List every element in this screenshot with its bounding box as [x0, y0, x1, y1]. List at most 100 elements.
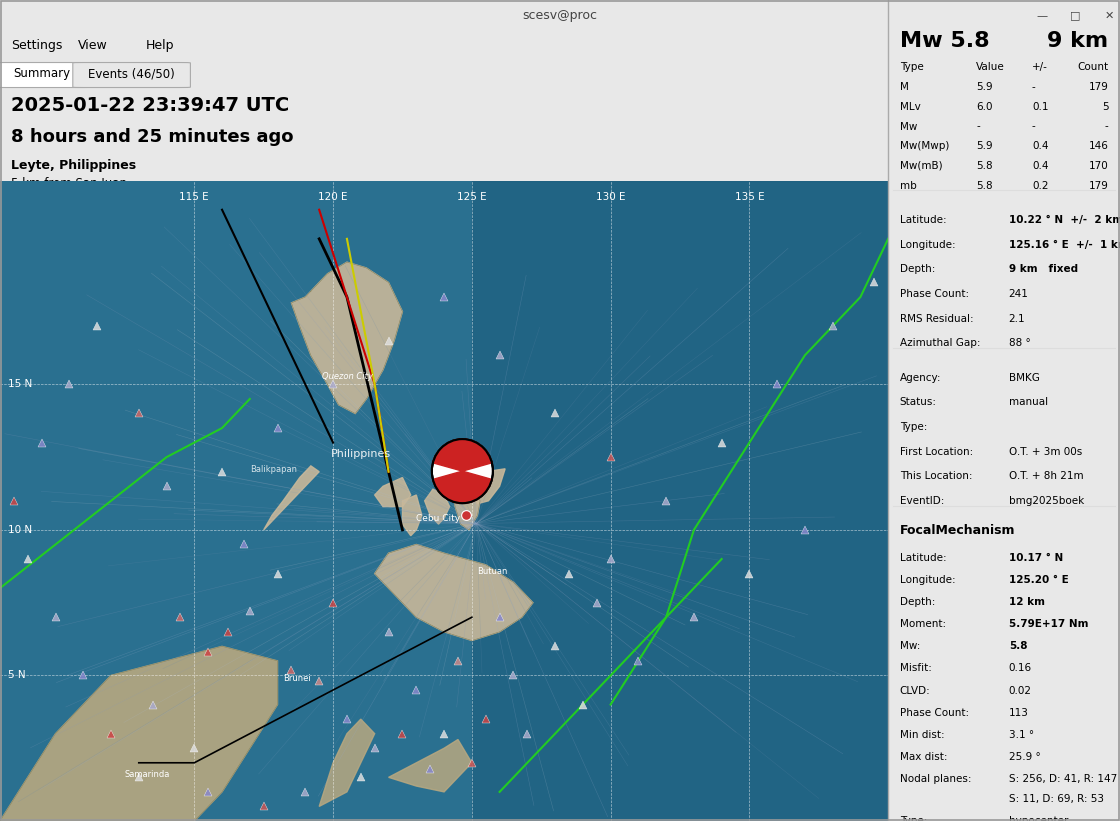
Polygon shape — [319, 719, 375, 806]
Text: 88 °: 88 ° — [1009, 338, 1030, 348]
Text: 3.1 °: 3.1 ° — [1009, 730, 1034, 740]
Text: □: □ — [1070, 11, 1081, 21]
Text: Phase Count:: Phase Count: — [899, 708, 969, 718]
Text: bmg2025boek: bmg2025boek — [1009, 496, 1084, 506]
Text: Summary: Summary — [13, 67, 71, 80]
Text: 5.9: 5.9 — [977, 141, 993, 151]
Polygon shape — [433, 439, 492, 471]
Text: Type: Type — [899, 62, 924, 72]
Text: 125.16 ° E  +/-  1 km: 125.16 ° E +/- 1 km — [1009, 240, 1120, 250]
Text: Settings: Settings — [11, 39, 63, 52]
Text: This Location:: This Location: — [899, 471, 972, 481]
Text: mb: mb — [899, 181, 916, 190]
Polygon shape — [263, 466, 319, 530]
Text: manual: manual — [1009, 397, 1048, 407]
Text: 5 km from San Juan: 5 km from San Juan — [11, 177, 127, 190]
Text: Azimuthal Gap:: Azimuthal Gap: — [899, 338, 980, 348]
Text: -: - — [977, 122, 980, 131]
Polygon shape — [424, 489, 449, 524]
Text: 146: 146 — [1089, 141, 1109, 151]
Text: 5 N: 5 N — [8, 671, 26, 681]
Text: 0.4: 0.4 — [1032, 141, 1048, 151]
Circle shape — [432, 439, 493, 503]
Text: 113: 113 — [1009, 708, 1028, 718]
Text: Phase Count:: Phase Count: — [899, 289, 969, 299]
Text: Max dist:: Max dist: — [899, 752, 948, 762]
Text: 10 N: 10 N — [8, 525, 32, 535]
Text: 12 km: 12 km — [1009, 597, 1045, 607]
Text: RMS Residual:: RMS Residual: — [899, 314, 973, 323]
Text: Quezon City: Quezon City — [321, 372, 372, 381]
Text: Brunei: Brunei — [283, 674, 311, 683]
Polygon shape — [375, 478, 411, 507]
Text: S: 256, D: 41, R: 147: S: 256, D: 41, R: 147 — [1009, 774, 1117, 784]
Text: BMKG: BMKG — [1009, 373, 1039, 383]
Text: Type:: Type: — [899, 422, 927, 432]
Text: 5.8: 5.8 — [977, 181, 993, 190]
Polygon shape — [291, 262, 402, 414]
Polygon shape — [433, 471, 492, 503]
Text: O.T. + 3m 00s: O.T. + 3m 00s — [1009, 447, 1082, 456]
Text: 5.9: 5.9 — [977, 82, 993, 92]
Polygon shape — [375, 544, 533, 640]
Text: Type:: Type: — [899, 816, 927, 821]
FancyBboxPatch shape — [0, 62, 90, 88]
Text: O.T. + 8h 21m: O.T. + 8h 21m — [1009, 471, 1083, 481]
Text: 120 E: 120 E — [318, 192, 348, 202]
FancyBboxPatch shape — [73, 62, 190, 88]
Polygon shape — [402, 495, 422, 536]
Polygon shape — [472, 469, 505, 504]
Text: Min dist:: Min dist: — [899, 730, 944, 740]
Text: 8 hours and 25 minutes ago: 8 hours and 25 minutes ago — [11, 128, 293, 146]
Text: FocalMechanism: FocalMechanism — [899, 524, 1015, 537]
Text: scesv@proc: scesv@proc — [523, 9, 597, 22]
Text: 5.8: 5.8 — [1009, 641, 1027, 651]
Text: 125 E: 125 E — [457, 192, 487, 202]
Text: 130 E: 130 E — [596, 192, 625, 202]
Text: 9 km   fixed: 9 km fixed — [1009, 264, 1077, 274]
Polygon shape — [389, 740, 472, 792]
Text: 2025-01-22 23:39:47 UTC: 2025-01-22 23:39:47 UTC — [11, 96, 289, 115]
Text: 5.8: 5.8 — [977, 161, 993, 171]
Polygon shape — [452, 478, 480, 530]
Text: Misfit:: Misfit: — [899, 663, 932, 673]
Text: 241: 241 — [1009, 289, 1028, 299]
Text: 25.9 °: 25.9 ° — [1009, 752, 1040, 762]
Text: Status:: Status: — [899, 397, 936, 407]
Text: -: - — [1104, 122, 1109, 131]
Text: Latitude:: Latitude: — [899, 553, 946, 562]
Text: S: 11, D: 69, R: 53: S: 11, D: 69, R: 53 — [1009, 794, 1103, 804]
Text: 135 E: 135 E — [735, 192, 764, 202]
Text: Latitude:: Latitude: — [899, 215, 946, 225]
Text: 10.17 ° N: 10.17 ° N — [1009, 553, 1063, 562]
Text: -: - — [1032, 82, 1036, 92]
Text: Count: Count — [1077, 62, 1109, 72]
Text: Value: Value — [977, 62, 1005, 72]
Text: 10.22 ° N  +/-  2 km: 10.22 ° N +/- 2 km — [1009, 215, 1120, 225]
Text: Mw 5.8: Mw 5.8 — [899, 31, 989, 51]
Text: ✕: ✕ — [1104, 11, 1113, 21]
Text: 9 km: 9 km — [1047, 31, 1109, 51]
Text: 179: 179 — [1089, 82, 1109, 92]
Text: 0.1: 0.1 — [1032, 102, 1048, 112]
Text: 0.2: 0.2 — [1032, 181, 1048, 190]
Text: 0.4: 0.4 — [1032, 161, 1048, 171]
Text: Balikpapan: Balikpapan — [250, 465, 297, 474]
Text: Leyte, Philippines: Leyte, Philippines — [11, 158, 136, 172]
Text: Depth:: Depth: — [899, 264, 935, 274]
Polygon shape — [0, 646, 278, 821]
Text: 0.02: 0.02 — [1009, 686, 1032, 695]
Text: —: — — [1036, 11, 1047, 21]
Text: 125.20 ° E: 125.20 ° E — [1009, 575, 1068, 585]
Text: +/-: +/- — [1032, 62, 1048, 72]
Text: Moment:: Moment: — [899, 619, 946, 629]
Text: Samarinda: Samarinda — [125, 770, 170, 779]
Text: Philippines: Philippines — [330, 449, 391, 459]
Text: Butuan: Butuan — [477, 566, 507, 576]
Text: First Location:: First Location: — [899, 447, 973, 456]
Text: EventID:: EventID: — [899, 496, 944, 506]
Text: MLv: MLv — [899, 102, 921, 112]
Text: Events (46/50): Events (46/50) — [88, 67, 175, 80]
Text: 2.1: 2.1 — [1009, 314, 1025, 323]
Text: M: M — [899, 82, 908, 92]
